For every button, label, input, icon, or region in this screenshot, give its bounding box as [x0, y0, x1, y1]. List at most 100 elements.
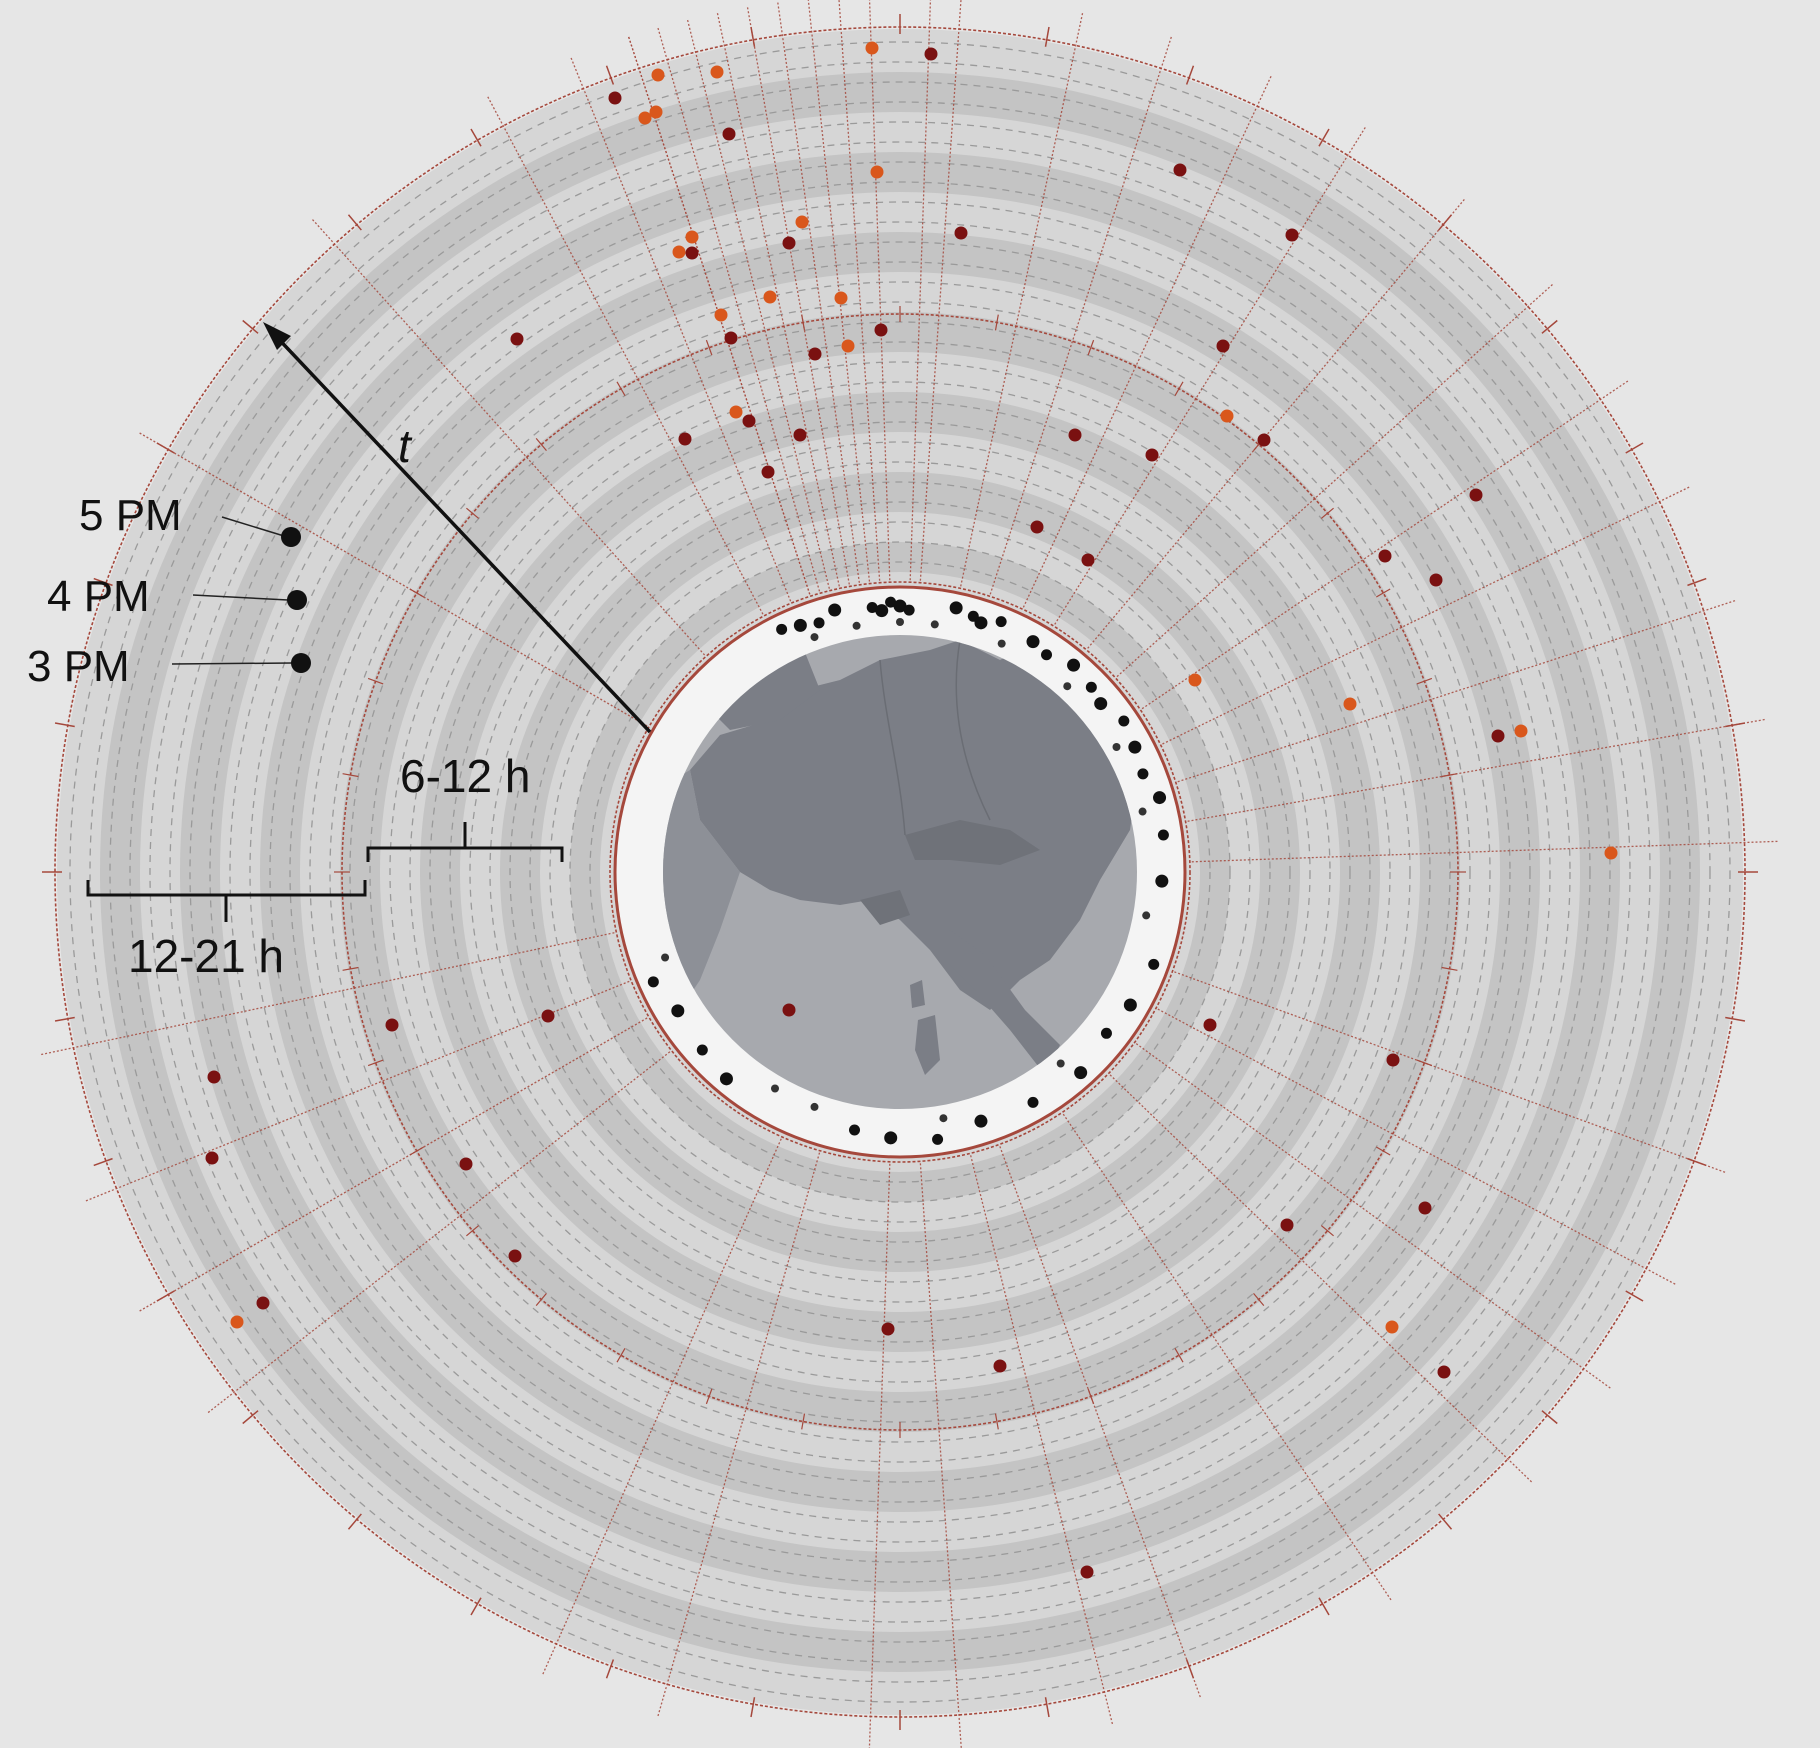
station-marker-icon: [1085, 681, 1097, 693]
event-marker-icon: [541, 1009, 555, 1023]
ring-tick: [1318, 1597, 1330, 1616]
event-marker-icon: [508, 1249, 522, 1263]
axis-label-t: t: [398, 420, 413, 472]
station-marker-icon: [813, 617, 825, 629]
ring-tick: [93, 577, 113, 587]
event-marker-icon: [1173, 163, 1187, 177]
station-marker-icon: [997, 639, 1006, 648]
event-marker-icon: [385, 1018, 399, 1032]
event-marker-icon: [795, 215, 809, 229]
event-marker-icon: [782, 1003, 796, 1017]
event-marker-icon: [1280, 1218, 1294, 1232]
ring-tick: [801, 1413, 806, 1430]
event-marker-icon: [510, 332, 524, 346]
guide-ring: [569, 541, 1231, 1203]
ring-tick: [1253, 1292, 1265, 1306]
ring-tick: [1376, 588, 1391, 598]
guide-ring: [449, 421, 1351, 1323]
station-marker-icon: [1153, 791, 1167, 805]
station-marker-icon: [884, 1131, 898, 1145]
station-marker-icon: [852, 621, 861, 630]
event-marker-icon: [881, 1322, 895, 1336]
event-marker-icon: [1386, 1053, 1400, 1067]
event-marker-icon: [1145, 448, 1159, 462]
guide-ring: [269, 241, 1531, 1503]
event-ray: [1116, 282, 1555, 678]
station-marker-icon: [1074, 1066, 1088, 1080]
ring-tick: [750, 1697, 756, 1718]
station-marker-icon: [974, 1114, 988, 1128]
event-marker-icon: [1491, 729, 1505, 743]
event-marker-icon: [729, 405, 743, 419]
event-ray: [716, 11, 840, 587]
station-marker-icon: [696, 1044, 708, 1056]
event-marker-icon: [763, 290, 777, 304]
event-ray: [1191, 840, 1780, 863]
guide-ring: [229, 201, 1571, 1543]
station-marker-icon: [885, 596, 897, 608]
station-marker-icon: [1041, 649, 1053, 661]
ring-tick: [1185, 65, 1195, 85]
station-marker-icon: [866, 601, 878, 613]
station-marker-icon: [939, 1114, 948, 1123]
guide-ring: [589, 561, 1211, 1183]
event-marker-icon: [1285, 228, 1299, 242]
event-marker-icon: [1604, 846, 1618, 860]
event-marker-icon: [256, 1296, 270, 1310]
guide-ring: [109, 81, 1691, 1663]
event-ray: [919, 0, 962, 581]
guide-ring: [129, 101, 1671, 1643]
station-marker-icon: [1094, 697, 1108, 711]
ring-tick: [1320, 1225, 1334, 1237]
station-marker-icon: [995, 616, 1007, 628]
boundary-ring: [609, 581, 1191, 1163]
ring-tick: [1174, 1348, 1184, 1363]
ring-tick: [535, 1292, 547, 1306]
station-marker-icon: [903, 604, 915, 616]
event-marker-icon: [1080, 1565, 1094, 1579]
event-ray: [137, 431, 648, 727]
station-markers: [647, 596, 1169, 1145]
event-marker-icon: [793, 428, 807, 442]
station-marker-icon: [1118, 715, 1130, 727]
event-ray: [960, 11, 1084, 587]
event-ray: [206, 1051, 671, 1415]
station-marker-icon: [1123, 998, 1137, 1012]
event-ray: [1062, 1113, 1393, 1602]
station-marker-icon: [930, 620, 939, 629]
station-marker-icon: [1026, 635, 1040, 649]
event-marker-icon: [1257, 433, 1271, 447]
guide-ring: [289, 261, 1511, 1483]
ring-tick: [1725, 1016, 1746, 1022]
event-ray: [746, 5, 850, 585]
event-marker-icon: [1203, 1018, 1217, 1032]
event-ray: [83, 980, 630, 1203]
event-marker-icon: [841, 339, 855, 353]
hour-guide-rings: [69, 41, 1731, 1703]
time-label-5pm: 5 PM: [79, 491, 182, 540]
event-marker-icon: [672, 245, 686, 259]
guide-ring: [549, 521, 1251, 1223]
ring-tick: [54, 1016, 75, 1022]
event-ray: [989, 34, 1173, 595]
event-marker-icon: [714, 308, 728, 322]
event-marker-icon: [205, 1151, 219, 1165]
station-marker-icon: [1056, 1059, 1065, 1068]
event-ray: [1109, 1074, 1534, 1484]
event-ray: [686, 17, 830, 589]
guide-ring: [369, 341, 1431, 1403]
ring-tick: [1625, 1290, 1644, 1302]
event-marker-icon: [870, 165, 884, 179]
time-label-4pm: 4 PM: [47, 572, 150, 621]
event-ray: [919, 1163, 962, 1748]
europe-map: [613, 585, 1187, 1159]
event-ray: [1087, 197, 1467, 649]
legend-dot-5pm: [281, 527, 301, 547]
event-marker-icon: [1469, 488, 1483, 502]
event-marker-icon: [761, 465, 775, 479]
event-marker-icon: [608, 91, 622, 105]
station-marker-icon: [932, 1133, 944, 1145]
event-marker-icon: [710, 65, 724, 79]
time-label-3pm: 3 PM: [27, 642, 130, 691]
